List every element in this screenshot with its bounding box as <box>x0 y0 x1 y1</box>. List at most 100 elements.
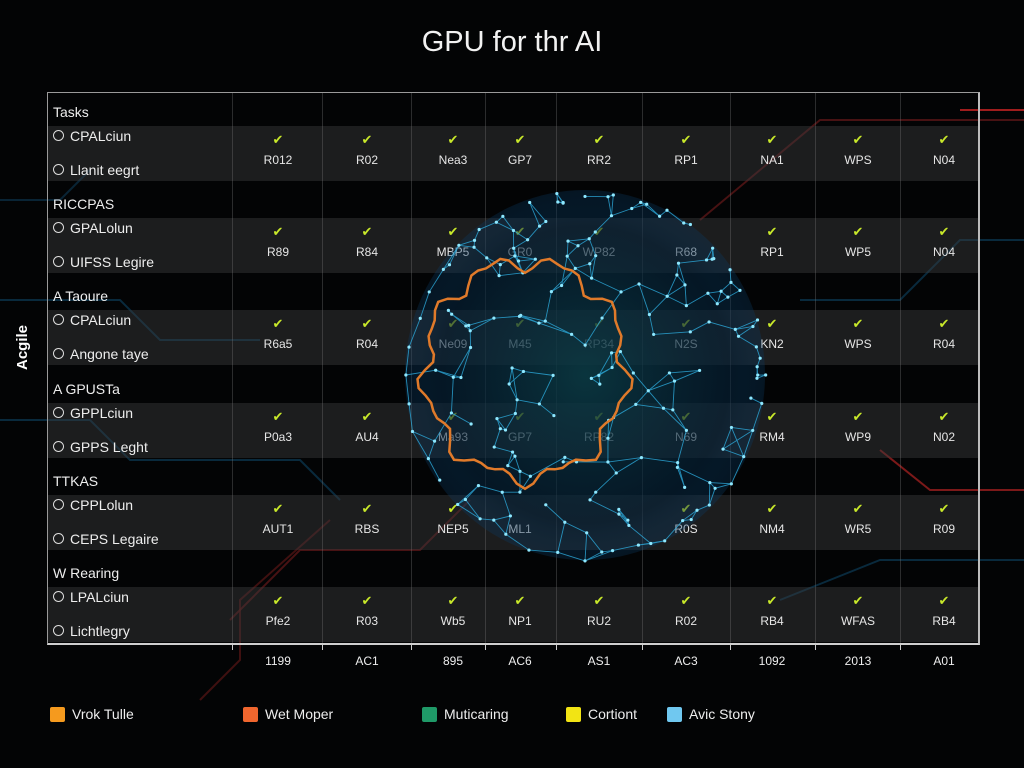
status-circle-icon <box>53 222 64 234</box>
row-label: UIFSS Legire <box>53 254 154 270</box>
x-tick-label: AC6 <box>508 654 532 668</box>
x-tick-label: 2013 <box>844 654 872 668</box>
legend-swatch <box>422 707 437 722</box>
table-cell-value: R84 <box>355 245 378 260</box>
row-label-text: UIFSS Legire <box>70 254 155 271</box>
legend-swatch <box>566 707 581 722</box>
check-icon: ✔ <box>852 408 864 424</box>
column-divider <box>815 93 816 644</box>
table-cell-value: Nea3 <box>438 153 468 167</box>
row-label: GPALolun <box>53 220 133 236</box>
legend-label: Muticaring <box>444 706 509 722</box>
check-icon: ✔ <box>680 132 692 147</box>
row-label: CPALciun <box>53 128 131 144</box>
group-header: W Rearing <box>53 565 120 581</box>
check-icon: ✔ <box>272 408 284 424</box>
check-icon: ✔ <box>852 500 864 516</box>
check-icon: ✔ <box>361 500 373 516</box>
table-cell-value: WP9 <box>844 429 871 444</box>
x-tick-label: AS1 <box>587 654 611 668</box>
column-divider <box>232 93 233 644</box>
group-header: A Taoure <box>53 288 109 305</box>
x-tick <box>556 644 557 650</box>
table-cell-value: R6a5 <box>263 337 293 352</box>
check-icon: ✔ <box>852 593 864 608</box>
legend-label: Cortiont <box>588 706 638 722</box>
check-icon: ✔ <box>852 316 864 332</box>
row-label-text: CEPS Legaire <box>70 530 159 547</box>
table-cell-value: R02 <box>355 153 378 167</box>
row-label-text: CPPLolun <box>70 496 134 513</box>
check-icon: ✔ <box>938 316 950 332</box>
status-circle-icon <box>53 532 64 544</box>
check-icon: ✔ <box>361 316 373 332</box>
x-tick-label: A01 <box>933 654 955 668</box>
legend-label: Wet Moper <box>265 706 334 722</box>
page-title: GPU for thr AI <box>421 26 603 58</box>
legend-swatch <box>667 707 682 722</box>
table-cell-value: AUT1 <box>262 521 294 536</box>
row-label-text: LPALciun <box>70 589 129 605</box>
row-label: Angone taye <box>53 346 149 362</box>
check-icon: ✔ <box>272 132 284 147</box>
row-label: GPPLciun <box>53 405 133 421</box>
check-icon: ✔ <box>766 316 778 332</box>
table-cell-value: N02 <box>932 429 955 444</box>
check-icon: ✔ <box>852 132 864 147</box>
legend-item: Cortiont <box>566 706 637 722</box>
table-cell-value: NM4 <box>759 521 785 536</box>
status-circle-icon <box>53 498 64 510</box>
check-icon: ✔ <box>938 132 950 147</box>
table-cell-value: RR2 <box>586 153 611 167</box>
status-circle-icon <box>53 348 64 360</box>
status-circle-icon <box>53 164 64 175</box>
row-label: GPPS Leght <box>53 439 148 455</box>
row-label-text: GPPS Leght <box>70 438 148 455</box>
row-label-text: GPALolun <box>70 220 133 237</box>
table-row-band <box>48 587 979 642</box>
check-icon: ✔ <box>766 132 778 147</box>
check-icon: ✔ <box>514 593 526 608</box>
status-circle-icon <box>53 625 64 636</box>
legend-label: Vrok Tulle <box>72 706 134 722</box>
row-label-text: GPPLciun <box>70 404 134 421</box>
x-tick-label: 1092 <box>758 654 786 668</box>
table-cell-value: RM4 <box>759 429 785 444</box>
check-icon: ✔ <box>447 593 459 608</box>
x-tick <box>232 644 233 650</box>
table-cell-value: R09 <box>932 521 955 536</box>
x-tick-label: 1199 <box>265 654 291 668</box>
check-icon: ✔ <box>766 500 778 516</box>
status-circle-icon <box>53 256 64 268</box>
table-cell-value: R012 <box>263 153 293 167</box>
row-label: Llanit eegrt <box>53 162 139 178</box>
legend-swatch <box>50 707 65 722</box>
check-icon: ✔ <box>766 224 778 240</box>
table-frame <box>47 92 980 645</box>
table-cell-value: RBS <box>354 521 380 536</box>
table-cell-value: AU4 <box>355 429 379 444</box>
row-label: CPPLolun <box>53 497 133 513</box>
row-label-text: CPALciun <box>70 128 132 144</box>
group-header: Tasks <box>53 104 89 120</box>
table-cell-value: WPS <box>844 337 872 352</box>
check-icon: ✔ <box>593 132 605 147</box>
table-cell-value: R02 <box>674 614 697 628</box>
table-row-band <box>48 126 979 181</box>
x-tick-label: AC1 <box>355 654 379 668</box>
x-tick <box>642 644 643 650</box>
check-icon: ✔ <box>938 593 950 608</box>
table-cell-value: WFAS <box>840 614 875 628</box>
table-cell-value: WPS <box>844 153 872 167</box>
check-icon: ✔ <box>361 224 373 240</box>
group-header: RICCPAS <box>53 196 115 213</box>
check-icon: ✔ <box>272 224 284 240</box>
table-cell-value: RP1 <box>760 245 784 260</box>
legend-item: Muticaring <box>422 706 509 722</box>
x-tick <box>322 644 323 650</box>
check-icon: ✔ <box>361 408 373 424</box>
table-cell-value: R89 <box>266 245 289 260</box>
table-cell-value: RB4 <box>932 614 956 628</box>
row-label-text: Llanit eegrt <box>70 162 140 178</box>
